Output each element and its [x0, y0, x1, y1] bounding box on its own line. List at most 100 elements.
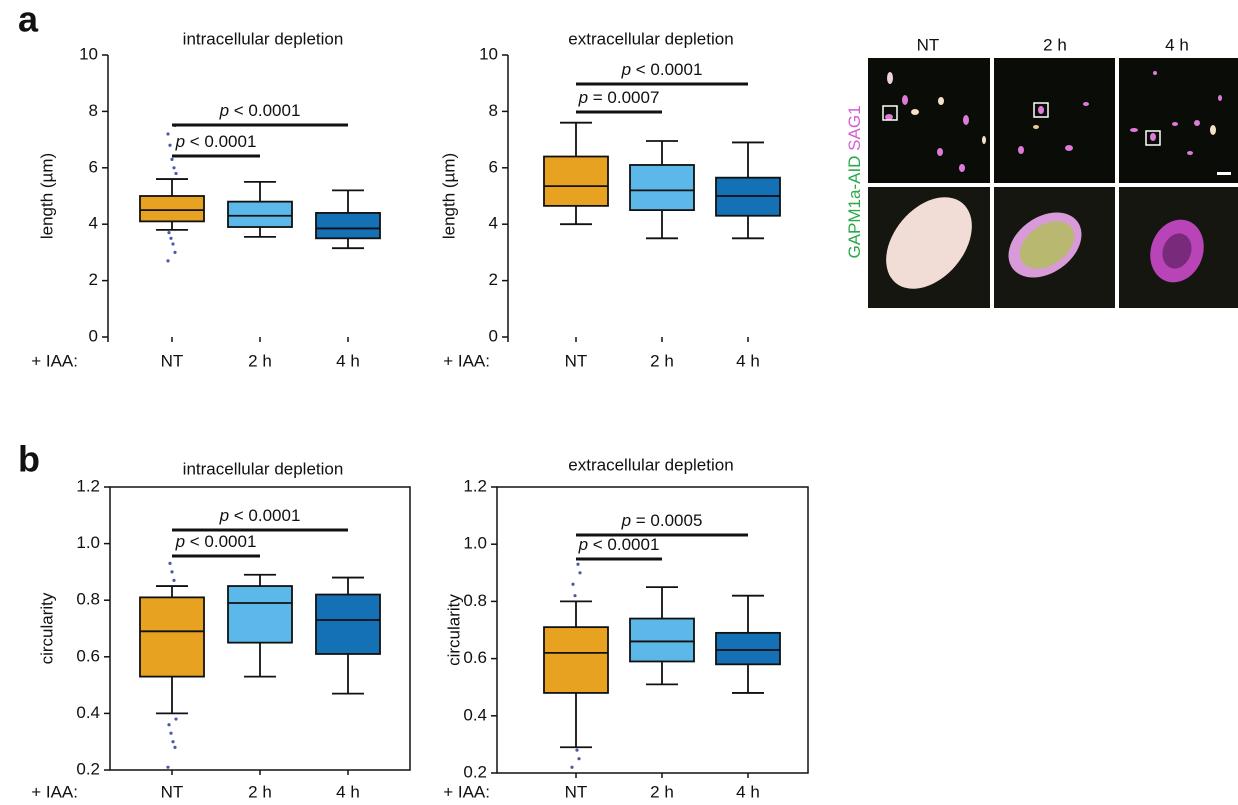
p-symbol: p: [621, 511, 631, 530]
p-relation: < 0.0001: [229, 101, 300, 120]
outlier: [575, 749, 578, 752]
outlier: [173, 251, 176, 254]
x-tick-label: NT: [565, 782, 588, 801]
y-axis-label: circularity: [37, 592, 56, 664]
outlier: [167, 723, 170, 726]
box-body: [630, 619, 694, 662]
outlier: [577, 757, 580, 760]
outlier: [172, 579, 175, 582]
x-tick-label: 2 h: [650, 782, 674, 801]
box: [228, 182, 292, 237]
box-body: [316, 213, 380, 238]
p-symbol: p: [578, 535, 588, 554]
y-tick-label: 10: [79, 44, 98, 63]
outlier: [571, 583, 574, 586]
significance-label: p < 0.0001: [219, 506, 301, 525]
p-symbol: p: [175, 132, 185, 151]
box: [228, 575, 292, 677]
p-symbol: p: [219, 506, 229, 525]
p-relation: < 0.0001: [185, 532, 256, 551]
significance-label: p = 0.0005: [621, 511, 703, 530]
y-tick-label: 0.2: [76, 759, 100, 778]
box-body: [316, 595, 380, 654]
panel-label: b: [18, 439, 40, 480]
outlier: [570, 766, 573, 769]
y-tick-label: 8: [89, 101, 98, 120]
y-tick-label: 1.0: [76, 533, 100, 552]
box-body: [228, 202, 292, 227]
outlier: [172, 166, 175, 169]
outlier: [578, 571, 581, 574]
y-tick-label: 10: [479, 44, 498, 63]
outlier: [169, 237, 172, 240]
page: a b NT 2 h 4 h GAPM1a-AID SAG1: [0, 0, 1238, 805]
column-label: NT: [917, 35, 940, 54]
x-tick-label: 2 h: [248, 351, 272, 370]
box: [140, 562, 204, 769]
p-symbol: p: [621, 60, 631, 79]
x-prefix: + IAA:: [443, 351, 490, 370]
p-symbol: p: [219, 101, 229, 120]
scale-bar: [1217, 172, 1231, 175]
y-axis-label: length (µm): [439, 153, 458, 239]
y-tick-label: 1.2: [463, 476, 487, 495]
panel-label: a: [18, 0, 39, 40]
y-axis-label: circularity: [444, 594, 463, 666]
significance-label: p < 0.0001: [175, 132, 257, 151]
outlier: [174, 717, 177, 720]
box-body: [630, 165, 694, 210]
y-tick-label: 0.6: [76, 646, 100, 665]
y-tick-label: 1.0: [463, 534, 487, 553]
y-tick-label: 6: [489, 157, 498, 176]
significance-label: p < 0.0001: [621, 60, 703, 79]
outlier: [173, 746, 176, 749]
outlier: [576, 563, 579, 566]
outlier: [171, 242, 174, 245]
box: [316, 578, 380, 694]
x-tick-label: 4 h: [336, 351, 360, 370]
outlier: [171, 740, 174, 743]
x-tick-label: NT: [161, 351, 184, 370]
box-body: [140, 196, 204, 221]
box-body: [544, 627, 608, 693]
column-label: 4 h: [1165, 35, 1189, 54]
figure: a b NT 2 h 4 h GAPM1a-AID SAG1: [0, 0, 1238, 805]
box-body: [228, 586, 292, 643]
x-prefix: + IAA:: [443, 782, 490, 801]
y-tick-label: 6: [89, 157, 98, 176]
p-symbol: p: [175, 532, 185, 551]
outlier: [168, 562, 171, 565]
outlier: [174, 172, 177, 175]
outlier: [167, 231, 170, 234]
y-tick-label: 1.2: [76, 476, 100, 495]
y-tick-label: 0.2: [463, 762, 487, 781]
channel-label: SAG1: [845, 105, 864, 150]
p-relation: < 0.0001: [588, 535, 659, 554]
box: [544, 123, 608, 225]
box-body: [140, 597, 204, 676]
y-tick-label: 4: [89, 214, 98, 233]
channel-label: GAPM1a-AID SAG1: [845, 105, 864, 258]
y-tick-label: 0.8: [463, 591, 487, 610]
y-tick-label: 0.4: [463, 705, 487, 724]
chart-title: extracellular depletion: [568, 29, 733, 48]
box: [630, 587, 694, 684]
x-tick-label: NT: [161, 782, 184, 801]
x-tick-label: 4 h: [736, 782, 760, 801]
chart-title: extracellular depletion: [568, 455, 733, 474]
image-tile: [1119, 58, 1238, 183]
image-tile: [994, 58, 1115, 183]
micrograph: NT 2 h 4 h GAPM1a-AID SAG1: [845, 35, 1238, 308]
significance-label: p < 0.0001: [175, 532, 257, 551]
p-relation: < 0.0001: [185, 132, 256, 151]
chart-title: intracellular depletion: [183, 459, 344, 478]
y-axis-label: length (µm): [37, 153, 56, 239]
outlier: [170, 158, 173, 161]
outlier: [573, 594, 576, 597]
y-tick-label: 0: [89, 326, 98, 345]
box: [630, 141, 694, 238]
x-tick-label: 4 h: [736, 351, 760, 370]
y-tick-label: 0.4: [76, 703, 100, 722]
p-relation: = 0.0007: [588, 88, 659, 107]
y-tick-label: 0.6: [463, 648, 487, 667]
